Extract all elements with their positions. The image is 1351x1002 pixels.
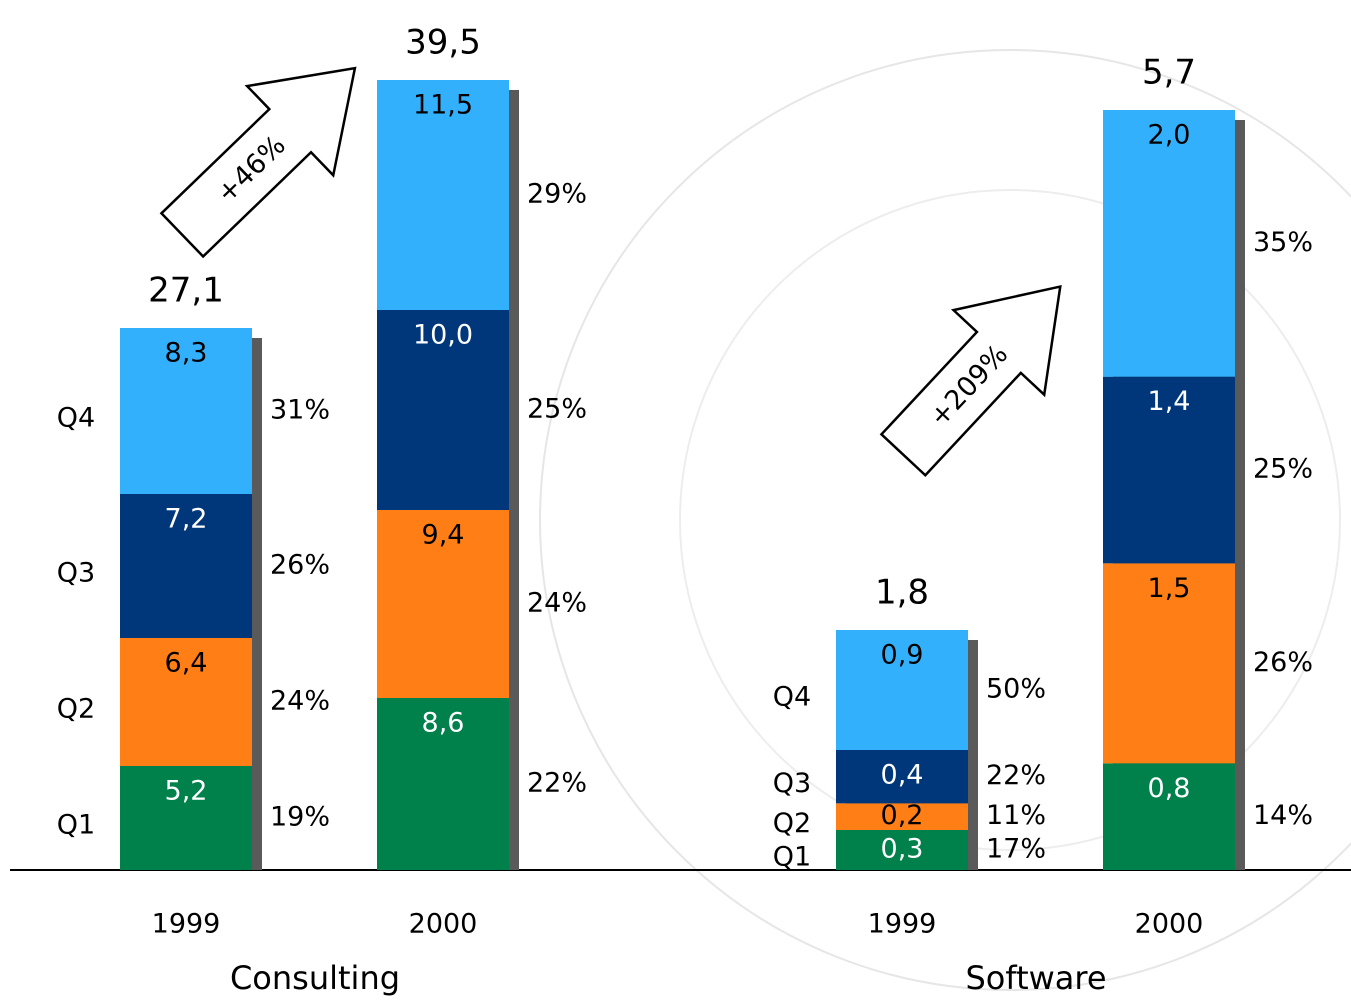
x-tick-label: 1999 (868, 909, 937, 940)
arrow-shape (879, 284, 1062, 478)
value-label: 5,2 (165, 776, 208, 807)
value-label: 1,5 (1148, 573, 1191, 604)
total-label: 27,1 (148, 271, 224, 311)
value-label: 8,6 (422, 708, 465, 739)
bar-segment (120, 766, 252, 870)
bar-segment (836, 750, 968, 804)
series-label: Q1 (773, 842, 811, 873)
bar-segment (836, 803, 968, 830)
x-tick-label: 1999 (152, 909, 221, 940)
total-label: 1,8 (875, 573, 929, 613)
total-label: 5,7 (1142, 53, 1196, 93)
x-tick-label: 2000 (409, 909, 478, 940)
bar-segment (1103, 110, 1235, 377)
growth-arrow: +46% (159, 66, 357, 259)
share-label: 35% (1253, 227, 1313, 258)
value-label: 6,4 (165, 648, 208, 679)
series-label: Q2 (773, 808, 811, 839)
value-label: 0,2 (881, 800, 924, 831)
share-label: 19% (270, 802, 330, 833)
series-label: Q1 (57, 810, 95, 841)
series-label: Q3 (57, 558, 95, 589)
share-label: 14% (1253, 800, 1313, 831)
bar-segment (836, 830, 968, 870)
value-label: 7,2 (165, 504, 208, 535)
share-label: 17% (986, 834, 1046, 865)
share-label: 31% (270, 395, 330, 426)
share-label: 24% (270, 686, 330, 717)
value-label: 11,5 (413, 90, 473, 121)
group-title: Software (965, 959, 1106, 997)
bar-segment (836, 630, 968, 750)
share-label: 24% (527, 588, 587, 619)
share-label: 22% (527, 768, 587, 799)
share-label: 22% (986, 760, 1046, 791)
value-label: 8,3 (165, 338, 208, 369)
value-label: 9,4 (422, 520, 465, 551)
background-decoration (679, 189, 1341, 851)
share-label: 50% (986, 674, 1046, 705)
bar-segment (120, 328, 252, 494)
bar-segment (377, 698, 509, 870)
total-label: 39,5 (405, 23, 481, 63)
value-label: 0,9 (881, 640, 924, 671)
background-decoration (539, 49, 1351, 991)
bar-segment (377, 80, 509, 310)
value-label: 0,4 (881, 760, 924, 791)
share-label: 26% (1253, 647, 1313, 678)
bar-segment (1103, 376, 1235, 564)
value-label: 0,3 (881, 834, 924, 865)
series-label: Q4 (773, 682, 811, 713)
share-label: 11% (986, 800, 1046, 831)
value-label: 1,4 (1148, 386, 1191, 417)
x-tick-label: 2000 (1135, 909, 1204, 940)
arrow-shape (159, 66, 357, 259)
series-label: Q2 (57, 694, 95, 725)
bar-segment (377, 310, 509, 510)
bar-segment (120, 494, 252, 638)
value-label: 2,0 (1148, 120, 1191, 151)
share-label: 29% (527, 179, 587, 210)
share-label: 25% (1253, 454, 1313, 485)
series-label: Q4 (57, 403, 95, 434)
bar-segment (120, 638, 252, 766)
value-label: 10,0 (413, 320, 473, 351)
group-title: Consulting (230, 959, 400, 997)
growth-arrow: +209% (879, 284, 1062, 478)
bar-segment (1103, 563, 1235, 764)
share-label: 25% (527, 394, 587, 425)
share-label: 26% (270, 550, 330, 581)
value-label: 0,8 (1148, 773, 1191, 804)
series-label: Q3 (773, 768, 811, 799)
bar-segment (1103, 763, 1235, 870)
bar-segment (377, 510, 509, 698)
